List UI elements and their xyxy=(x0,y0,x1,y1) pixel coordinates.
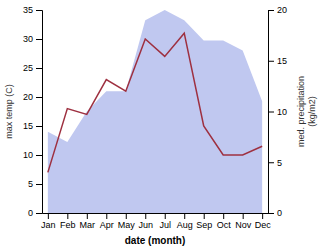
area xyxy=(48,10,262,213)
axis-line xyxy=(43,213,269,214)
axis-line xyxy=(269,11,275,214)
tick-label: Jan xyxy=(41,220,56,230)
marks xyxy=(48,10,262,213)
tick: Sep xyxy=(196,213,212,230)
tick: 5 xyxy=(28,179,42,189)
tick-label: Jun xyxy=(139,220,154,230)
tick-label: Mar xyxy=(80,220,96,230)
tick: Jun xyxy=(139,213,154,230)
tick-label: Nov xyxy=(235,220,252,230)
tick-mark xyxy=(36,184,42,185)
tick-label: Jul xyxy=(159,220,171,230)
tick-label: Aug xyxy=(177,220,193,230)
tick-mark xyxy=(87,213,88,219)
tick-label: Oct xyxy=(217,220,232,230)
tick-mark xyxy=(262,213,263,219)
tick: Nov xyxy=(235,213,252,230)
tick: Oct xyxy=(217,213,232,230)
tick-label: 15 xyxy=(277,56,287,66)
y-axis-title: max temp (C) xyxy=(4,84,14,139)
tick: Dec xyxy=(255,213,272,230)
tick-label: May xyxy=(118,220,136,230)
tick-label: 25 xyxy=(23,63,33,73)
tick: 10 xyxy=(23,150,42,160)
axis-line xyxy=(36,11,43,214)
tick: Jul xyxy=(159,213,171,230)
y2-axis-title: med. precipitation(kg/m2) xyxy=(296,76,317,147)
tick: 35 xyxy=(23,5,42,15)
tick: Mar xyxy=(80,213,96,230)
tick: 15 xyxy=(268,56,287,66)
line xyxy=(48,33,262,172)
tick-mark xyxy=(67,213,68,219)
tick: 5 xyxy=(268,158,282,168)
tick-label: 5 xyxy=(277,158,282,168)
tick-mark xyxy=(36,155,42,156)
tick: May xyxy=(118,213,136,230)
tick-label: Dec xyxy=(255,220,272,230)
tick-label: 30 xyxy=(23,34,33,44)
tick-mark xyxy=(36,126,42,127)
tick: Feb xyxy=(60,213,76,230)
tick-mark xyxy=(184,213,185,219)
tick-mark xyxy=(48,213,49,219)
tick-mark xyxy=(165,213,166,219)
tick-label: 15 xyxy=(23,121,33,131)
tick: 20 xyxy=(268,5,287,15)
tick: 0 xyxy=(28,208,42,218)
x-axis-title: date (month) xyxy=(125,235,186,246)
y2-axis: 0 5 10 15 20 xyxy=(268,5,287,218)
tick-mark xyxy=(243,213,244,219)
tick-mark xyxy=(268,61,274,62)
tick-mark xyxy=(36,97,42,98)
tick-mark xyxy=(268,162,274,163)
tick-label: 20 xyxy=(277,5,287,15)
tick: 30 xyxy=(23,34,42,44)
tick: 10 xyxy=(268,107,287,117)
tick-label: Feb xyxy=(60,220,76,230)
tick: 25 xyxy=(23,63,42,73)
tick-mark xyxy=(126,213,127,219)
tick-label: Apr xyxy=(100,220,114,230)
tick-label: 5 xyxy=(28,179,33,189)
tick-label: 0 xyxy=(28,208,33,218)
tick-mark xyxy=(145,213,146,219)
tick-mark xyxy=(268,10,274,11)
tick: Jan xyxy=(41,213,56,230)
tick-mark xyxy=(268,112,274,113)
tick-label: 20 xyxy=(23,92,33,102)
tick-label: Sep xyxy=(196,220,212,230)
plot: Jan Feb Mar Apr MayJun Jul AugSep OctNovDec 0 5 10… xyxy=(4,5,317,246)
x-axis: Jan Feb Mar Apr MayJun Jul AugSep OctNovDec xyxy=(41,213,271,230)
tick: Apr xyxy=(100,213,114,230)
tick: 0 xyxy=(268,208,282,218)
tick-mark xyxy=(106,213,107,219)
tick-mark xyxy=(223,213,224,219)
chart: Jan Feb Mar Apr MayJun Jul AugSep OctNovDec 0 5 10… xyxy=(0,0,318,247)
tick-label: 10 xyxy=(277,107,287,117)
y-axis: 0 5 10 15 20 25 30 35 xyxy=(23,5,43,218)
tick-mark xyxy=(204,213,205,219)
tick: Aug xyxy=(177,213,193,230)
tick-mark xyxy=(36,68,42,69)
tick-mark xyxy=(36,10,42,11)
tick-mark xyxy=(36,39,42,40)
tick-label: 10 xyxy=(23,150,33,160)
tick-label: 35 xyxy=(23,5,33,15)
tick-label: 0 xyxy=(277,208,282,218)
tick: 20 xyxy=(23,92,42,102)
tick: 15 xyxy=(23,121,42,131)
tick-mark xyxy=(268,213,274,214)
tick-mark xyxy=(36,213,42,214)
